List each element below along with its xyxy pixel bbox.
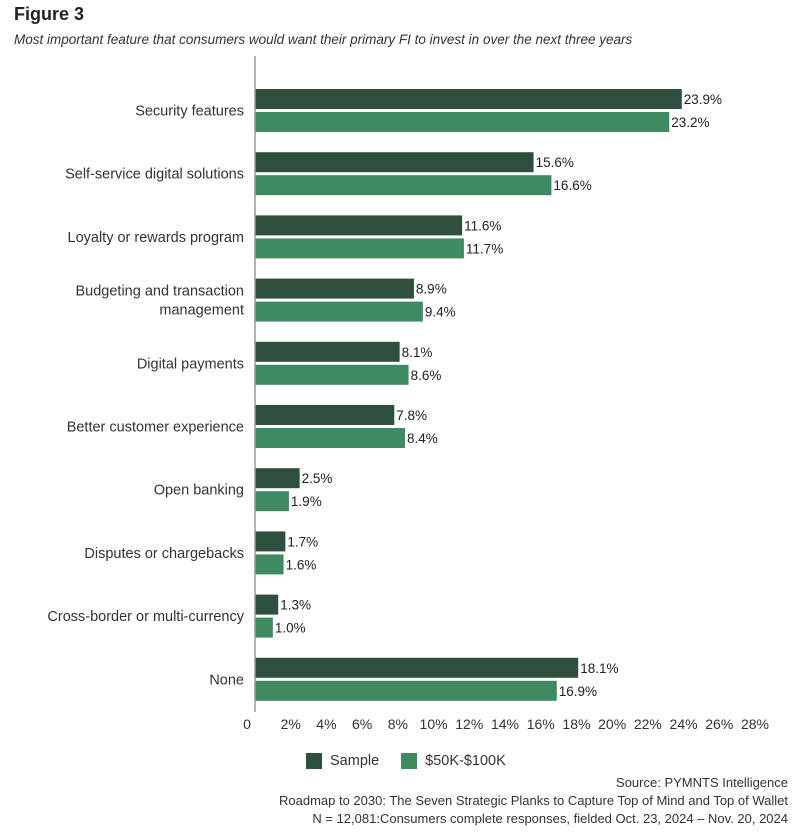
category-label-3-line-0: Budgeting and transaction: [76, 284, 245, 300]
bar-income-8: [255, 617, 273, 638]
bar-income-4: [255, 364, 409, 385]
bar-sample-5: [255, 405, 395, 425]
x-tick-label-13: 26%: [705, 716, 733, 732]
bar-sample-9: [255, 657, 579, 678]
x-tick-label-2: 4%: [316, 716, 336, 732]
methodology-note: N = 12,081:Consumers complete responses,…: [312, 811, 788, 826]
legend-item-income: $50K-$100K: [401, 753, 506, 769]
x-tick-label-5: 10%: [420, 716, 448, 732]
x-axis-ticks: 0 2% 4% 6% 8% 10% 12% 14% 16% 18% 20% 22% 24% 26% 28%: [243, 716, 769, 732]
value-label-income-8: 1.0%: [275, 621, 306, 636]
legend-swatch-income: [401, 753, 418, 769]
x-tick-label-1: 2%: [281, 716, 301, 732]
bar-sample-8: [255, 594, 279, 615]
category-label-3-line-1: management: [159, 303, 244, 319]
category-label-6: Open banking: [154, 483, 244, 499]
value-label-income-9: 16.9%: [559, 684, 597, 699]
x-tick-label-9: 18%: [562, 716, 590, 732]
value-label-income-1: 16.6%: [553, 178, 591, 193]
bar-sample-4: [255, 341, 400, 362]
x-tick-label-3: 6%: [352, 716, 372, 732]
bar-income-9: [255, 680, 557, 701]
bars-group: [255, 89, 682, 701]
category-label-5: Better customer experience: [67, 420, 244, 436]
x-tick-label-7: 14%: [491, 716, 519, 732]
x-tick-label-10: 20%: [598, 716, 626, 732]
value-label-income-6: 1.9%: [291, 494, 322, 509]
value-label-income-5: 8.4%: [407, 431, 438, 446]
value-label-sample-1: 15.6%: [536, 155, 574, 170]
bar-sample-3: [255, 278, 414, 299]
value-label-sample-0: 23.9%: [684, 92, 722, 107]
figure-label: Figure 3: [14, 4, 85, 24]
bar-income-7: [255, 554, 284, 575]
bar-sample-7: [255, 531, 286, 552]
x-tick-label-11: 22%: [634, 716, 662, 732]
legend-item-sample: Sample: [306, 753, 379, 769]
bar-sample-1: [255, 152, 534, 173]
report-title: Roadmap to 2030: The Seven Strategic Pla…: [279, 793, 788, 808]
x-tick-label-4: 8%: [388, 716, 408, 732]
source-note: Source: PYMNTS Intelligence: [616, 775, 788, 790]
value-label-sample-4: 8.1%: [402, 345, 433, 360]
x-tick-label-12: 24%: [670, 716, 698, 732]
value-label-income-3: 9.4%: [425, 305, 456, 320]
x-tick-label-8: 16%: [527, 716, 555, 732]
bar-income-2: [255, 238, 464, 259]
category-label-0: Security features: [135, 104, 244, 120]
value-label-sample-6: 2.5%: [302, 471, 333, 486]
value-label-sample-2: 11.6%: [464, 218, 501, 233]
x-tick-label-6: 12%: [455, 716, 483, 732]
value-labels: 23.9% 23.2% 15.6% 16.6% 11.6% 11.7% 8.9% 9.4% 8.…: [275, 92, 722, 699]
bar-chart: Security features Self-service digital so…: [47, 56, 769, 732]
legend-label-sample: Sample: [330, 753, 380, 769]
bar-income-1: [255, 175, 552, 196]
category-label-4: Digital payments: [137, 356, 244, 372]
x-tick-label-0: 0: [243, 716, 251, 732]
bar-income-0: [255, 112, 670, 132]
category-label-1: Self-service digital solutions: [65, 167, 244, 183]
category-label-2: Loyalty or rewards program: [68, 230, 245, 246]
bar-sample-0: [255, 89, 682, 109]
footer-notes: Source: PYMNTS Intelligence Roadmap to 2…: [279, 774, 788, 828]
bar-income-3: [255, 301, 423, 322]
value-label-income-4: 8.6%: [411, 368, 442, 383]
value-label-sample-7: 1.7%: [287, 534, 318, 549]
legend-label-income: $50K-$100K: [425, 753, 506, 769]
value-label-sample-5: 7.8%: [396, 408, 427, 423]
category-label-7: Disputes or chargebacks: [84, 546, 244, 562]
value-label-sample-9: 18.1%: [580, 661, 618, 676]
bar-income-6: [255, 491, 289, 512]
bar-sample-2: [255, 215, 463, 236]
value-label-sample-8: 1.3%: [280, 598, 311, 613]
legend: Sample $50K-$100K: [306, 753, 528, 769]
x-tick-label-14: 28%: [741, 716, 769, 732]
legend-swatch-sample: [306, 753, 322, 769]
value-label-income-0: 23.2%: [671, 115, 709, 130]
category-labels: Security features Self-service digital so…: [47, 104, 244, 689]
category-label-8: Cross-border or multi-currency: [47, 609, 244, 625]
value-label-income-7: 1.6%: [286, 557, 317, 572]
chart-subtitle: Most important feature that consumers wo…: [14, 32, 633, 47]
value-label-income-2: 11.7%: [466, 241, 503, 256]
bar-income-5: [255, 428, 405, 448]
bar-sample-6: [255, 468, 300, 489]
category-label-9: None: [209, 672, 244, 688]
value-label-sample-3: 8.9%: [416, 282, 447, 297]
